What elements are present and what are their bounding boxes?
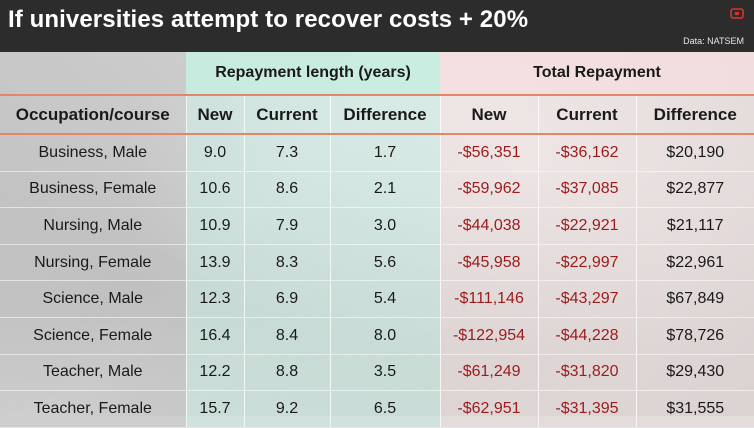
source-note: Data: NATSEM <box>683 36 744 46</box>
cell-total-current: -$44,228 <box>537 317 636 355</box>
cell-occupation: Teacher, Male <box>0 354 186 392</box>
cell-length-current: 8.8 <box>243 354 330 392</box>
group-header-total-repayment: Total Repayment <box>440 52 754 95</box>
cell-length-new: 12.3 <box>185 280 244 318</box>
cell-length-current: 9.2 <box>243 390 330 428</box>
cell-total-difference: $31,555 <box>635 390 754 428</box>
group-header-repayment-length: Repayment length (years) <box>186 52 440 95</box>
cell-total-new: -$62,951 <box>439 390 538 428</box>
cell-total-current: -$22,921 <box>537 207 636 245</box>
table-row: Teacher, Female 15.7 9.2 6.5 -$62,951 -$31,39… <box>0 390 754 428</box>
cell-total-difference: $22,877 <box>635 171 754 209</box>
cell-total-difference: $78,726 <box>635 317 754 355</box>
cell-total-new: -$122,954 <box>439 317 538 355</box>
col-header-length-current: Current <box>243 94 330 135</box>
col-header-occupation: Occupation/course <box>0 94 186 135</box>
cell-occupation: Business, Female <box>0 171 186 209</box>
cell-total-new: -$56,351 <box>439 134 538 172</box>
cell-total-new: -$111,146 <box>439 280 538 318</box>
cell-occupation: Teacher, Female <box>0 390 186 428</box>
cell-total-difference: $21,117 <box>635 207 754 245</box>
col-header-total-difference: Difference <box>635 94 754 135</box>
title-bar: If universities attempt to recover costs… <box>0 0 754 52</box>
column-header-row: Occupation/course New Current Difference… <box>0 94 754 135</box>
cell-total-difference: $20,190 <box>635 134 754 172</box>
col-header-total-current: Current <box>537 94 636 135</box>
chart-title: If universities attempt to recover costs… <box>8 6 529 33</box>
cell-total-new: -$44,038 <box>439 207 538 245</box>
cell-total-new: -$61,249 <box>439 354 538 392</box>
group-header-blank <box>0 52 186 95</box>
cell-length-new: 10.9 <box>185 207 244 245</box>
table-row: Business, Female 10.6 8.6 2.1 -$59,962 -$37,0… <box>0 171 754 209</box>
cell-total-difference: $22,961 <box>635 244 754 282</box>
cell-length-new: 12.2 <box>185 354 244 392</box>
cell-total-current: -$37,085 <box>537 171 636 209</box>
cell-length-new: 10.6 <box>185 171 244 209</box>
table-row: Teacher, Male 12.2 8.8 3.5 -$61,249 -$31,820 $… <box>0 354 754 392</box>
cell-total-current: -$36,162 <box>537 134 636 172</box>
cell-length-current: 8.4 <box>243 317 330 355</box>
table-row: Science, Male 12.3 6.9 5.4 -$111,146 -$43,297… <box>0 280 754 318</box>
cell-occupation: Science, Female <box>0 317 186 355</box>
cell-length-difference: 3.5 <box>329 354 440 392</box>
cell-total-current: -$31,395 <box>537 390 636 428</box>
cell-occupation: Science, Male <box>0 280 186 318</box>
group-header-row: Repayment length (years) Total Repayment <box>0 52 754 95</box>
cell-length-difference: 8.0 <box>329 317 440 355</box>
col-header-length-difference: Difference <box>329 94 440 135</box>
cell-length-current: 6.9 <box>243 280 330 318</box>
cell-occupation: Nursing, Male <box>0 207 186 245</box>
table-body: Business, Male 9.0 7.3 1.7 -$56,351 -$36,162 $… <box>0 134 754 428</box>
cell-total-difference: $29,430 <box>635 354 754 392</box>
cell-total-difference: $67,849 <box>635 280 754 318</box>
logo-icon <box>730 8 744 19</box>
table-row: Science, Female 16.4 8.4 8.0 -$122,954 -$44,2… <box>0 317 754 355</box>
cell-length-new: 9.0 <box>185 134 244 172</box>
cell-length-current: 7.3 <box>243 134 330 172</box>
data-table: Repayment length (years) Total Repayment… <box>0 52 754 428</box>
col-header-total-new: New <box>439 94 538 135</box>
cell-length-difference: 2.1 <box>329 171 440 209</box>
cell-length-current: 8.3 <box>243 244 330 282</box>
cell-length-new: 13.9 <box>185 244 244 282</box>
table-row: Nursing, Male 10.9 7.9 3.0 -$44,038 -$22,921 $… <box>0 207 754 245</box>
cell-length-current: 7.9 <box>243 207 330 245</box>
cell-occupation: Nursing, Female <box>0 244 186 282</box>
cell-occupation: Business, Male <box>0 134 186 172</box>
cell-total-new: -$59,962 <box>439 171 538 209</box>
cell-length-difference: 6.5 <box>329 390 440 428</box>
cell-total-new: -$45,958 <box>439 244 538 282</box>
cell-length-difference: 1.7 <box>329 134 440 172</box>
cell-length-new: 16.4 <box>185 317 244 355</box>
table-row: Business, Male 9.0 7.3 1.7 -$56,351 -$36,162 $… <box>0 134 754 172</box>
cell-length-new: 15.7 <box>185 390 244 428</box>
cell-total-current: -$22,997 <box>537 244 636 282</box>
cell-total-current: -$43,297 <box>537 280 636 318</box>
cell-total-current: -$31,820 <box>537 354 636 392</box>
col-header-length-new: New <box>185 94 244 135</box>
cell-length-difference: 5.4 <box>329 280 440 318</box>
cell-length-difference: 5.6 <box>329 244 440 282</box>
table-row: Nursing, Female 13.9 8.3 5.6 -$45,958 -$22,99… <box>0 244 754 282</box>
cell-length-current: 8.6 <box>243 171 330 209</box>
cell-length-difference: 3.0 <box>329 207 440 245</box>
